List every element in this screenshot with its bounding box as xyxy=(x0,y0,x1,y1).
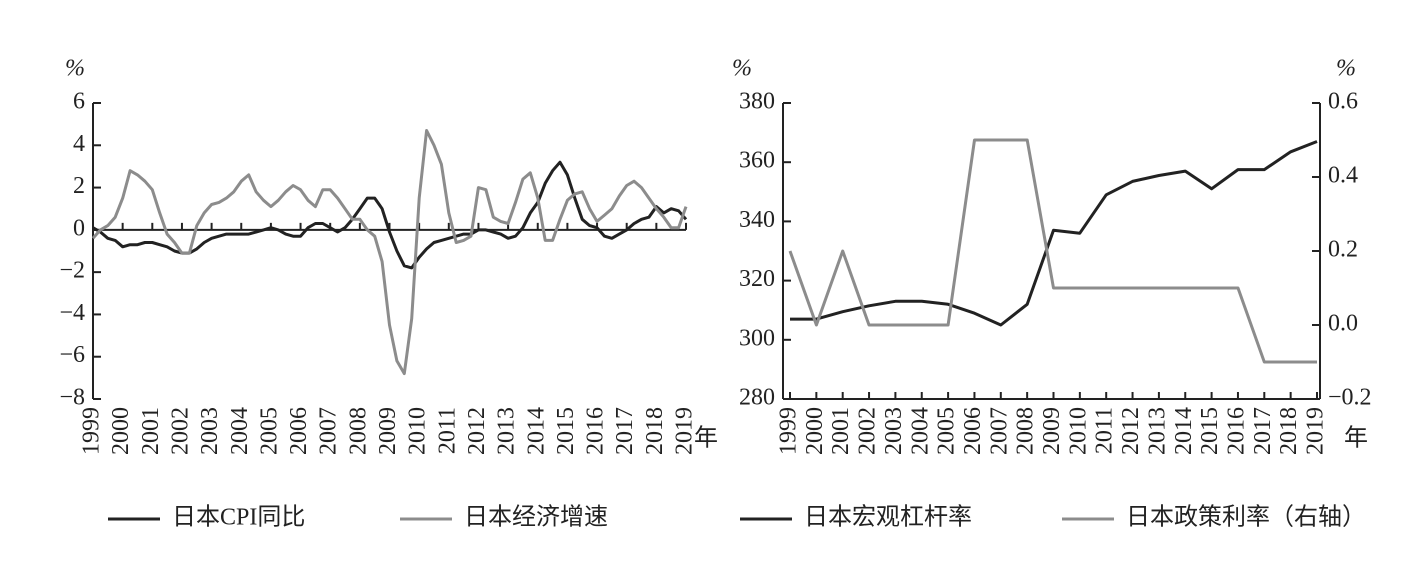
x-tick-label: 2002 xyxy=(167,407,193,455)
y2-unit: % xyxy=(1336,56,1356,82)
x-tick-label: 2012 xyxy=(464,407,490,455)
x-tick-label: 2005 xyxy=(256,407,282,455)
x-tick-label: 2014 xyxy=(523,407,549,455)
y-tick-label: 4 xyxy=(73,131,85,157)
x-tick-label: 2018 xyxy=(642,407,668,455)
y2-tick-label: −0.2 xyxy=(1328,385,1372,411)
x-tick-label: 2009 xyxy=(375,407,401,455)
x-tick-label: 2000 xyxy=(802,407,828,455)
x-tick-label: 2002 xyxy=(855,407,881,455)
x-unit: 年 xyxy=(1344,425,1368,452)
x-tick-label: 2000 xyxy=(108,407,134,455)
x-tick-label: 2006 xyxy=(286,407,312,455)
y-tick-label: −4 xyxy=(59,300,85,326)
series-line xyxy=(790,140,1318,327)
x-tick-label: 2006 xyxy=(960,407,986,455)
x-tick-label: 2003 xyxy=(881,407,907,455)
y-unit: % xyxy=(732,56,752,82)
y2-tick-label: 0.2 xyxy=(1328,237,1358,263)
x-unit: 年 xyxy=(694,425,718,452)
y-tick-label: 360 xyxy=(739,148,775,174)
legend-label: 日本经济增速 xyxy=(464,504,608,531)
y2-tick-label: 0.6 xyxy=(1328,89,1358,115)
x-tick-label: 2013 xyxy=(494,407,520,455)
x-tick-label: 2018 xyxy=(1276,407,1302,455)
x-tick-label: 2017 xyxy=(1250,407,1276,455)
x-tick-label: 2007 xyxy=(316,407,342,455)
y-tick-label: 280 xyxy=(739,385,775,411)
series-line xyxy=(788,138,1317,364)
y-tick-label: 300 xyxy=(739,325,775,351)
x-tick-label: 2009 xyxy=(1039,407,1065,455)
x-tick-label: 2004 xyxy=(227,407,253,455)
x-tick-label: 2008 xyxy=(1013,407,1039,455)
x-tick-label: 2014 xyxy=(1171,407,1197,455)
x-tick-label: 2017 xyxy=(612,407,638,455)
x-tick-label: 2001 xyxy=(828,407,854,455)
legend-label: 日本CPI同比 xyxy=(172,504,305,531)
x-tick-label: 1999 xyxy=(776,407,802,455)
series-line xyxy=(91,129,688,376)
x-tick-label: 2016 xyxy=(583,407,609,455)
y-tick-label: 2 xyxy=(73,173,85,199)
x-tick-label: 2011 xyxy=(1092,407,1118,454)
y-unit: % xyxy=(65,56,85,82)
y-tick-label: −2 xyxy=(59,258,85,284)
x-tick-label: 2016 xyxy=(1223,407,1249,455)
x-tick-label: 2008 xyxy=(345,407,371,455)
x-tick-label: 2005 xyxy=(934,407,960,455)
y-tick-label: 0 xyxy=(73,215,85,241)
x-tick-label: 2004 xyxy=(907,407,933,455)
y2-tick-label: 0.4 xyxy=(1328,163,1358,189)
y-tick-label: 380 xyxy=(739,89,775,115)
x-tick-label: 2012 xyxy=(1118,407,1144,455)
y2-tick-label: 0.0 xyxy=(1328,311,1358,337)
x-tick-label: 2007 xyxy=(986,407,1012,455)
x-tick-label: 2019 xyxy=(1303,407,1329,455)
y-tick-label: −8 xyxy=(59,385,85,411)
x-tick-label: 2001 xyxy=(138,407,164,455)
x-tick-label: 2011 xyxy=(434,407,460,454)
x-tick-label: 1999 xyxy=(79,407,105,455)
x-tick-label: 2015 xyxy=(553,407,579,455)
y-tick-label: 320 xyxy=(739,266,775,292)
y-tick-label: −6 xyxy=(59,342,85,368)
x-tick-label: 2013 xyxy=(1144,407,1170,455)
series-line xyxy=(92,160,688,270)
legend-label: 日本政策利率（右轴） xyxy=(1126,504,1366,531)
y-tick-label: 340 xyxy=(739,207,775,233)
x-tick-label: 2015 xyxy=(1197,407,1223,455)
x-tick-label: 2019 xyxy=(672,407,698,455)
x-tick-label: 2003 xyxy=(197,407,223,455)
legend-label: 日本宏观杠杆率 xyxy=(804,504,972,531)
x-tick-label: 2010 xyxy=(1065,407,1091,455)
y-tick-label: 6 xyxy=(73,89,85,115)
x-tick-label: 2010 xyxy=(405,407,431,455)
